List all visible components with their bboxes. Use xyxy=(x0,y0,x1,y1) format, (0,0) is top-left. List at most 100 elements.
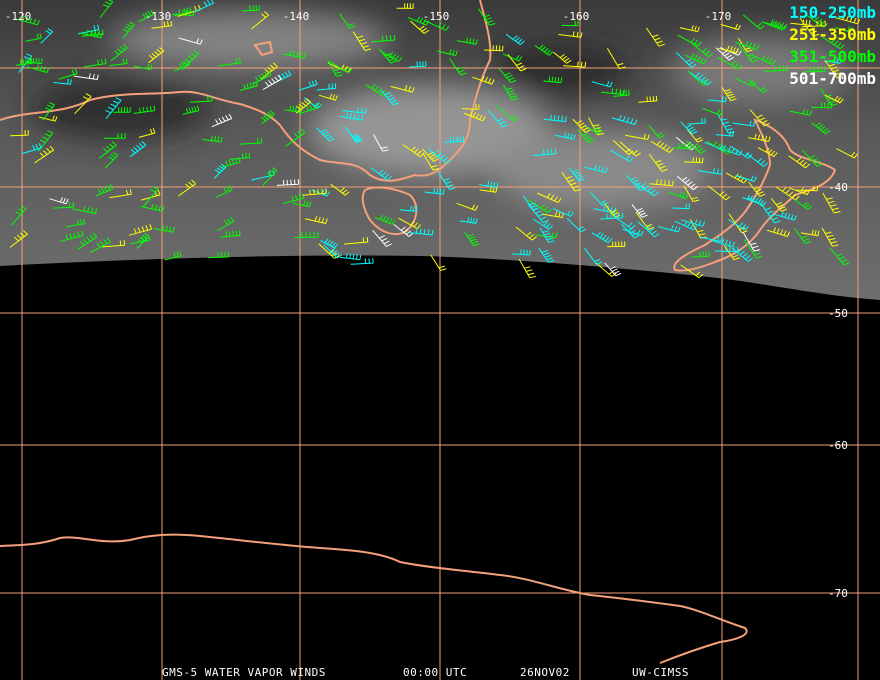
wind-barb xyxy=(422,148,439,162)
wind-barb xyxy=(634,182,659,197)
wind-barb xyxy=(282,50,306,59)
wind-barb xyxy=(631,204,648,218)
wind-barb xyxy=(352,31,372,52)
wind-barb xyxy=(109,189,132,199)
wind-barb xyxy=(584,248,603,265)
wind-barb xyxy=(10,205,27,226)
wind-barb xyxy=(316,127,335,142)
wind-barb xyxy=(803,66,826,73)
wind-barb xyxy=(728,219,749,231)
wind-barb xyxy=(794,199,813,210)
longitude-label: -160 xyxy=(563,10,590,23)
wind-barb xyxy=(129,141,147,158)
wind-barb xyxy=(396,3,414,9)
wind-barb xyxy=(104,151,119,169)
wind-barb xyxy=(462,104,480,110)
wind-barb xyxy=(276,179,300,186)
wind-barb xyxy=(717,56,743,70)
wind-barb xyxy=(410,20,430,34)
wind-barb xyxy=(680,264,704,279)
wind-barb xyxy=(140,203,165,212)
wind-barb xyxy=(726,172,748,184)
wind-barb xyxy=(603,202,621,218)
wind-barb xyxy=(292,200,312,208)
wind-barb xyxy=(58,68,78,80)
wind-barb xyxy=(174,60,191,72)
wind-barb xyxy=(691,251,710,258)
wind-barb xyxy=(398,217,421,230)
wind-barb xyxy=(715,130,734,137)
coastline xyxy=(0,533,748,664)
wind-barb xyxy=(591,81,613,88)
wind-barb xyxy=(512,249,531,256)
wind-barb xyxy=(507,54,527,72)
legend-entry: 251-350mb xyxy=(789,25,876,44)
wind-barb xyxy=(37,130,54,152)
wind-barb xyxy=(320,238,339,249)
labels: -120 -130 -140 -150 -160 -170 -40 -50 -60 -70 xyxy=(5,10,848,600)
wind-barb xyxy=(555,132,576,140)
wind-barb xyxy=(823,57,842,64)
wind-barb xyxy=(532,218,554,230)
wind-barb xyxy=(748,78,768,94)
wind-barb xyxy=(261,110,275,125)
wind-barb xyxy=(721,86,737,102)
wind-barb xyxy=(298,102,319,115)
wind-barb xyxy=(518,258,537,279)
wind-barb xyxy=(295,98,312,114)
wind-barb xyxy=(189,95,213,103)
wind-barb xyxy=(542,211,564,218)
wind-barb xyxy=(142,186,159,208)
legend-entry: 351-500mb xyxy=(789,47,876,66)
wind-barb xyxy=(735,175,757,182)
wind-barb xyxy=(625,133,650,140)
wind-barb xyxy=(60,230,84,242)
wind-barb xyxy=(685,53,707,65)
wind-barb xyxy=(399,205,418,212)
legend: 150-250mb 251-350mb 351-500mb 501-700mb xyxy=(789,3,876,88)
wind-barb xyxy=(74,93,92,115)
wind-barb xyxy=(25,33,42,42)
wind-barb xyxy=(822,192,841,214)
wind-barb xyxy=(801,20,826,28)
wind-barb xyxy=(251,11,270,30)
wind-barb xyxy=(463,110,486,122)
wind-barb xyxy=(536,192,562,204)
wind-barb xyxy=(770,197,788,212)
wind-barb xyxy=(539,227,555,243)
wind-barb xyxy=(752,54,776,66)
wind-barb xyxy=(534,44,554,56)
wind-barb xyxy=(138,9,155,23)
wind-barb xyxy=(552,208,574,217)
wind-barb xyxy=(802,150,823,167)
wind-barb xyxy=(339,13,356,29)
wind-barb xyxy=(285,128,306,147)
coastline xyxy=(253,40,274,57)
wind-barb xyxy=(563,61,587,68)
wind-barb xyxy=(437,171,456,191)
wind-barb xyxy=(77,232,98,250)
wind-barb xyxy=(522,195,539,211)
wind-barb xyxy=(409,61,427,68)
wind-barb xyxy=(456,202,479,211)
wind-barb xyxy=(607,241,626,248)
wind-barb xyxy=(561,20,579,27)
wind-barb xyxy=(299,79,318,91)
longitude-label: -150 xyxy=(423,10,450,23)
wind-barb xyxy=(457,37,478,45)
wind-barb xyxy=(760,203,781,224)
wind-barb xyxy=(686,140,706,154)
wind-barb xyxy=(239,81,258,91)
cloud-bright-areas xyxy=(30,10,850,210)
wind-barb xyxy=(304,216,328,224)
footer-text: 00:00 UTC xyxy=(403,666,467,679)
wind-barb xyxy=(789,108,812,116)
wind-barb xyxy=(24,57,43,65)
wind-barb xyxy=(775,186,800,201)
wind-barb xyxy=(153,225,175,233)
wind-barb xyxy=(558,31,583,38)
wind-barb xyxy=(824,94,844,104)
wind-barb xyxy=(430,254,447,271)
wind-barb xyxy=(390,85,415,93)
wind-barb xyxy=(252,70,272,85)
